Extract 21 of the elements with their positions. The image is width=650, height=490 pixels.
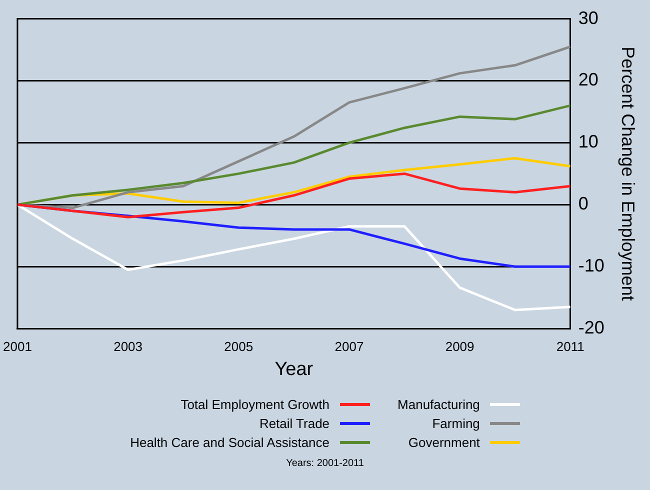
legend-label: Farming bbox=[432, 416, 480, 431]
x-tick-label: 2001 bbox=[3, 338, 32, 354]
x-tick-label: 2011 bbox=[556, 338, 584, 354]
y-tick-label: 20 bbox=[578, 70, 598, 90]
y-tick-label: -10 bbox=[578, 256, 604, 276]
legend-label: Manufacturing bbox=[398, 397, 480, 412]
legend-label: Government bbox=[408, 435, 480, 450]
x-tick-label: 2005 bbox=[224, 338, 254, 354]
y-tick-label: 30 bbox=[578, 8, 598, 28]
x-tick-label: 2003 bbox=[114, 338, 143, 354]
legend-label: Total Employment Growth bbox=[180, 397, 330, 412]
text: Years: 2001-2011 bbox=[285, 458, 365, 469]
y-tick-label: -20 bbox=[578, 318, 604, 338]
y-tick-label: 10 bbox=[578, 132, 598, 152]
x-tick-label: 2009 bbox=[445, 338, 474, 354]
legend-label: Health Care and Social Assistance bbox=[130, 435, 330, 450]
y-axis-title: Percent Change in Employment bbox=[618, 46, 638, 301]
y-tick-label: 0 bbox=[578, 194, 588, 214]
x-tick-label: 2007 bbox=[334, 338, 364, 354]
x-axis-title: Year bbox=[274, 358, 314, 380]
legend-label: Retail Trade bbox=[259, 416, 330, 431]
